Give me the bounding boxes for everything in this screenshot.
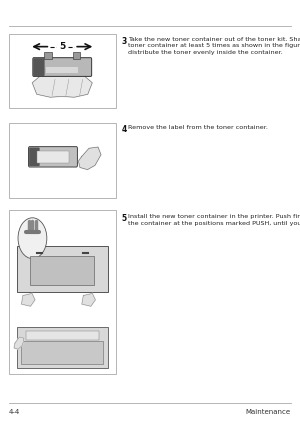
- Polygon shape: [14, 337, 24, 349]
- FancyBboxPatch shape: [33, 58, 92, 76]
- FancyBboxPatch shape: [33, 58, 45, 76]
- Text: 4-4: 4-4: [9, 409, 20, 415]
- Bar: [21, 341, 103, 363]
- Polygon shape: [82, 294, 95, 306]
- Bar: [9, 123, 116, 198]
- Text: Take the new toner container out of the toner kit. Shake the new
toner container: Take the new toner container out of the …: [128, 37, 300, 55]
- Text: 4: 4: [122, 125, 127, 134]
- Bar: [9, 34, 116, 108]
- Text: 3: 3: [122, 37, 127, 46]
- Bar: [9, 210, 116, 374]
- Text: Remove the label from the toner container.: Remove the label from the toner containe…: [128, 125, 268, 130]
- Polygon shape: [37, 151, 69, 163]
- Bar: [16, 327, 108, 368]
- Circle shape: [18, 218, 47, 258]
- FancyBboxPatch shape: [29, 147, 40, 166]
- Bar: [16, 246, 108, 292]
- FancyBboxPatch shape: [28, 147, 77, 167]
- Polygon shape: [79, 147, 101, 170]
- Text: 5: 5: [122, 214, 127, 223]
- Bar: [26, 331, 99, 340]
- Bar: [44, 52, 52, 59]
- Bar: [30, 255, 94, 285]
- Polygon shape: [32, 73, 92, 97]
- Bar: [46, 67, 78, 73]
- Polygon shape: [22, 294, 35, 306]
- Text: 5: 5: [59, 42, 65, 51]
- Text: Maintenance: Maintenance: [246, 409, 291, 415]
- Text: Install the new toner container in the printer. Push firmly on the top of
the co: Install the new toner container in the p…: [128, 214, 300, 226]
- Bar: [73, 52, 80, 59]
